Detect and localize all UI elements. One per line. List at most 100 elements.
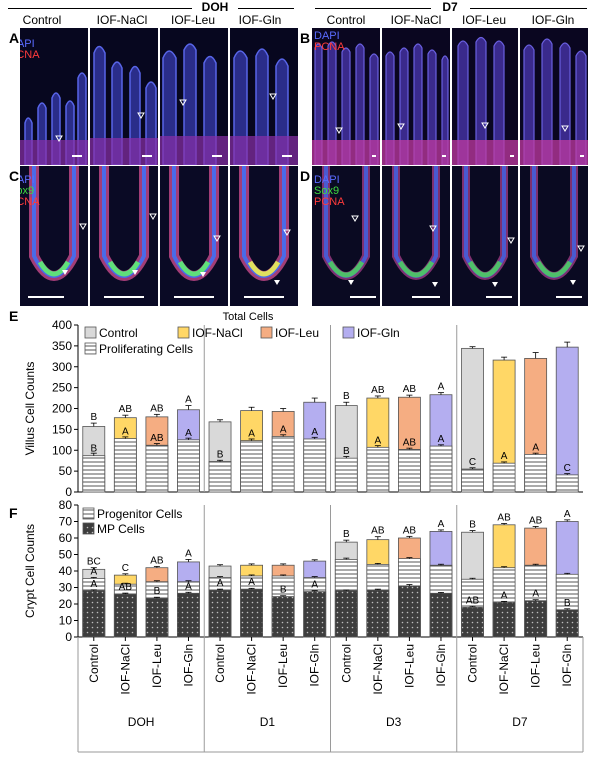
bar-total <box>555 346 579 493</box>
significance-label: A <box>185 581 192 592</box>
significance-label: B <box>343 529 350 540</box>
bar-mp <box>208 589 232 638</box>
micrograph-d-control: DAPI Sox9 PCNA <box>312 166 380 306</box>
x-tick-label: Control <box>87 644 101 683</box>
significance-label: A <box>375 435 382 446</box>
bar-progenitor <box>461 578 484 638</box>
significance-label: A <box>438 434 445 445</box>
micrograph-b-iof-gln <box>520 28 588 165</box>
bar-progenitor <box>82 578 106 638</box>
bar-total <box>303 560 327 638</box>
significance-label: B <box>154 586 161 597</box>
significance-label: A <box>438 519 445 530</box>
bar-mp <box>82 590 106 638</box>
micrograph-d-iof-nacl <box>382 166 450 306</box>
bar-total <box>429 531 453 638</box>
x-tick-label: IOF-Gln <box>434 644 448 687</box>
bar-total <box>366 397 390 493</box>
bar-proliferating <box>492 462 516 493</box>
significance-label: B <box>217 450 224 461</box>
bar-total <box>113 417 137 493</box>
bar-total <box>492 524 516 638</box>
significance-label: AB <box>403 437 417 448</box>
day-group-label: D7 <box>512 715 528 729</box>
significance-label: B <box>469 520 476 531</box>
legend-label-progenitor: Progenitor Cells <box>97 507 182 521</box>
stain-label-dapi-d: DAPI <box>314 174 340 186</box>
significance-label: A <box>217 578 224 589</box>
micrograph-d-iof-gln <box>520 166 588 306</box>
micrograph-c-iof-leu <box>160 166 228 306</box>
bar-progenitor <box>366 564 390 638</box>
significance-label: BC <box>87 557 101 568</box>
col-label-iof-leu-right: IOF-Leu <box>461 13 506 27</box>
bar-mp <box>555 609 579 638</box>
y-tick-label: 300 <box>52 360 72 374</box>
y-tick-label: 0 <box>65 630 72 644</box>
significance-label: B <box>343 391 350 402</box>
bar-total <box>82 426 106 493</box>
significance-label: B <box>343 446 350 457</box>
bar-mp <box>303 591 327 638</box>
bar-total <box>240 410 263 493</box>
significance-label: A <box>185 548 192 559</box>
bar-progenitor <box>208 577 232 638</box>
bar-total <box>461 347 484 493</box>
y-tick-label: 20 <box>59 597 73 611</box>
y-tick-label: 0 <box>65 485 72 499</box>
micrograph-c-iof-nacl <box>90 166 158 306</box>
significance-label: A <box>90 566 97 577</box>
panel-letter-d: D <box>300 168 311 184</box>
x-tick-label: IOF-Leu <box>150 644 164 688</box>
bar-total <box>398 396 421 493</box>
bar-total <box>208 565 232 638</box>
col-label-iof-leu-left: IOF-Leu <box>170 13 215 27</box>
significance-label: A <box>564 509 571 520</box>
significance-label: A <box>248 429 255 440</box>
y-tick-label: 100 <box>52 443 72 457</box>
legend-swatch-mp <box>82 522 95 535</box>
panel-letter-b: B <box>300 30 311 46</box>
legend-swatch-progenitor <box>82 507 95 520</box>
legend-swatch-proliferating <box>84 342 97 355</box>
bar-mp <box>177 592 200 638</box>
micrograph-b-iof-leu <box>452 28 518 165</box>
legend-label: IOF-Gln <box>357 326 400 340</box>
significance-label: A <box>501 590 508 601</box>
significance-label: AB <box>119 404 133 415</box>
x-tick-label: IOF-Gln <box>181 644 195 687</box>
y-tick-label: 350 <box>52 339 72 353</box>
y-tick-label: 50 <box>59 548 73 562</box>
bar-mp <box>334 590 358 638</box>
y-tick-label: 250 <box>52 381 72 395</box>
significance-label: A <box>311 427 318 438</box>
significance-label: AB <box>497 512 511 523</box>
bar-progenitor <box>271 575 295 638</box>
bar-progenitor <box>303 577 327 638</box>
day-group-label: D3 <box>386 715 402 729</box>
y-tick-label: 60 <box>59 531 73 545</box>
micrograph-c-control: DAPI Sox9 PCNA <box>20 166 88 306</box>
legend-label: Control <box>99 326 138 340</box>
bar-total <box>366 539 390 638</box>
bar-total <box>524 357 548 493</box>
micrograph-a-control: DAPI PCNA <box>20 28 88 165</box>
bar-total <box>177 409 200 493</box>
bar-total <box>334 541 358 638</box>
day-group-label: DOH <box>128 715 155 729</box>
bar-total <box>334 405 358 493</box>
bar-proliferating <box>177 439 200 493</box>
significance-label: A <box>185 428 192 439</box>
bar-proliferating <box>461 468 484 493</box>
y-tick-label: 30 <box>59 581 73 595</box>
bar-mp <box>492 601 516 638</box>
significance-label: AB <box>150 433 164 444</box>
group-title-d7: D7 <box>442 0 458 14</box>
micrograph-a-iof-gln <box>230 28 298 165</box>
micrograph-b-control: DAPI PCNA <box>312 28 380 165</box>
legend-label: IOF-Leu <box>275 326 319 340</box>
group-line-d7 <box>315 8 431 9</box>
bar-total <box>524 527 548 638</box>
bar-mp <box>271 596 295 638</box>
